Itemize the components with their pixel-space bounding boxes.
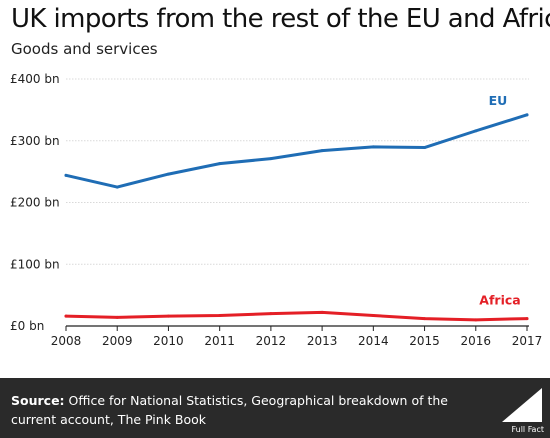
source-note: Source: Office for National Statistics, …: [11, 391, 466, 429]
series-labels: EU Africa: [479, 93, 520, 308]
data-point-africa: [218, 314, 222, 318]
data-point-eu: [525, 113, 529, 117]
data-point-eu: [64, 173, 68, 177]
x-tick-label: 2017: [512, 334, 543, 348]
y-tick-label: £100 bn: [10, 257, 60, 271]
data-point-eu: [269, 157, 273, 161]
data-point-eu: [423, 146, 427, 150]
data-point-africa: [474, 318, 478, 322]
footer-bar: Source: Office for National Statistics, …: [0, 378, 550, 438]
data-point-africa: [525, 317, 529, 321]
series-line-eu: [64, 113, 529, 189]
line-chart: £0 bn£100 bn£200 bn£300 bn£400 bn 2008 20…: [10, 72, 543, 348]
x-tick-label: 2014: [358, 334, 389, 348]
series-label-eu: EU: [489, 93, 508, 108]
data-point-africa: [423, 317, 427, 321]
x-tick-label: 2015: [409, 334, 440, 348]
source-text: Office for National Statistics, Geograph…: [11, 393, 448, 427]
x-tick-label: 2013: [307, 334, 338, 348]
data-point-eu: [371, 145, 375, 149]
y-tick-label: £300 bn: [10, 134, 60, 148]
series-line-africa: [64, 310, 529, 322]
x-tick-label: 2012: [256, 334, 287, 348]
series-lines: [64, 113, 529, 322]
series-label-africa: Africa: [479, 293, 520, 308]
data-point-africa: [269, 312, 273, 316]
data-point-africa: [371, 314, 375, 318]
x-axis-ticks: 2008 2009 2010 2011 2012 2013 2014 2015 2016 2017: [51, 326, 543, 348]
full-fact-logo-icon: [502, 388, 542, 422]
logo-text: Full Fact: [511, 425, 544, 434]
data-point-eu: [320, 149, 324, 153]
y-axis-ticks: £0 bn £100 bn £200 bn £300 bn £400 bn: [10, 72, 60, 333]
data-point-africa: [115, 315, 119, 319]
x-tick-label: 2010: [153, 334, 184, 348]
data-point-eu: [474, 129, 478, 133]
x-tick-label: 2016: [461, 334, 492, 348]
data-point-eu: [218, 162, 222, 166]
y-tick-label: £0 bn: [10, 319, 44, 333]
data-point-africa: [64, 314, 68, 318]
x-tick-label: 2011: [204, 334, 235, 348]
gridlines: [66, 78, 529, 327]
chart-title: UK imports from the rest of the EU and A…: [11, 4, 550, 34]
x-tick-label: 2009: [102, 334, 133, 348]
chart-subtitle: Goods and services: [11, 40, 158, 58]
x-tick-label: 2008: [51, 334, 82, 348]
y-tick-label: £200 bn: [10, 196, 60, 210]
data-point-africa: [320, 310, 324, 314]
data-point-eu: [115, 185, 119, 189]
data-point-africa: [166, 314, 170, 318]
y-tick-label: £400 bn: [10, 72, 60, 86]
data-point-eu: [166, 172, 170, 176]
source-label: Source:: [11, 393, 65, 408]
